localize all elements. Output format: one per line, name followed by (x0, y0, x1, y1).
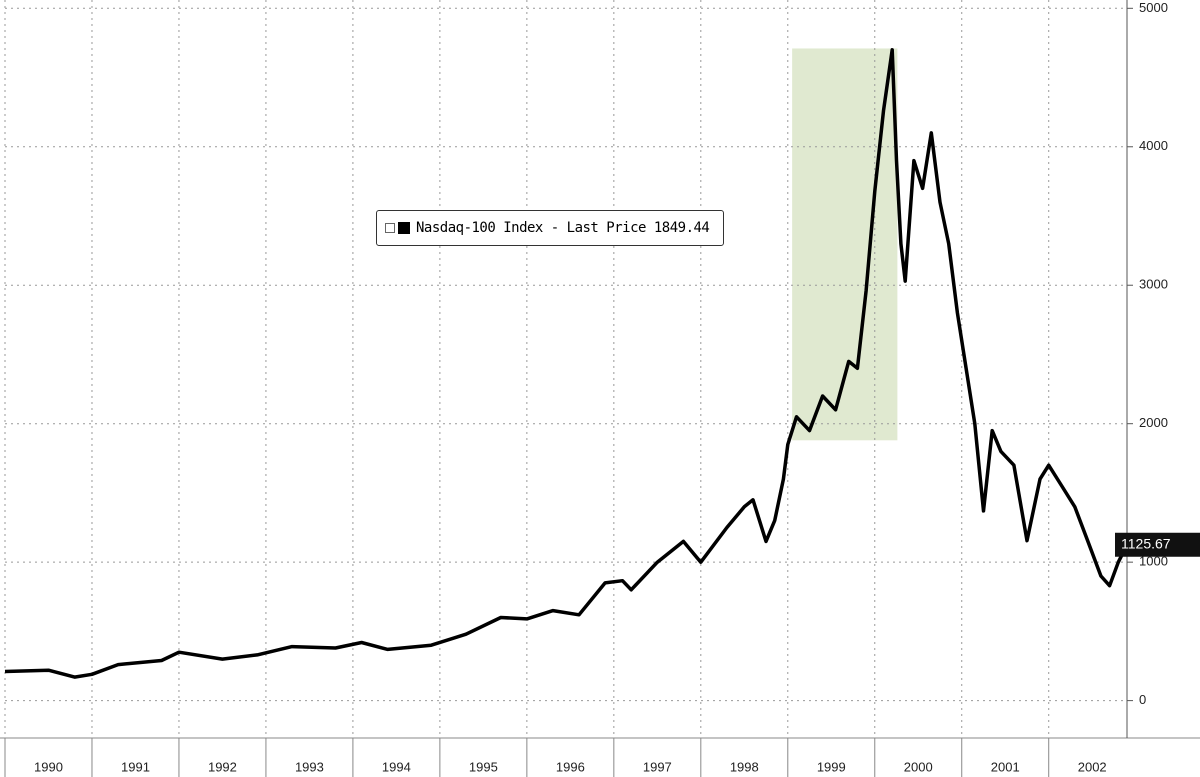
price-line (4, 48, 1129, 679)
x-tick-label: 2001 (991, 759, 1020, 774)
x-tick-label: 1996 (556, 759, 585, 774)
x-tick-label: 1990 (34, 759, 63, 774)
legend-expand (385, 223, 395, 233)
last-value-box (1115, 532, 1200, 557)
legend-swatch (398, 222, 410, 234)
y-tick-label: 3000 (1139, 277, 1168, 292)
y-tick-label: 1000 (1139, 554, 1168, 569)
legend-label: Nasdaq-100 Index - Last Price 1849.44 (416, 220, 710, 236)
x-axis-band (0, 738, 1200, 777)
x-tick-label: 1995 (469, 759, 498, 774)
y-tick-label: 5000 (1139, 0, 1168, 15)
y-tick-label: 4000 (1139, 138, 1168, 153)
legend: Nasdaq-100 Index - Last Price 1849.44 (376, 210, 724, 246)
last-value-label: 1125.67 (1121, 535, 1171, 551)
x-tick-label: 2002 (1078, 759, 1107, 774)
x-tick-label: 1991 (121, 759, 150, 774)
x-tick-label: 1992 (208, 759, 237, 774)
x-tick-label: 1997 (643, 759, 672, 774)
y-tick-label: 0 (1139, 692, 1146, 707)
y-tick-label: 2000 (1139, 415, 1168, 430)
x-tick-label: 2000 (904, 759, 933, 774)
x-tick-label: 1998 (730, 759, 759, 774)
x-tick-label: 1999 (817, 759, 846, 774)
x-tick-label: 1993 (295, 759, 324, 774)
x-tick-label: 1994 (382, 759, 411, 774)
